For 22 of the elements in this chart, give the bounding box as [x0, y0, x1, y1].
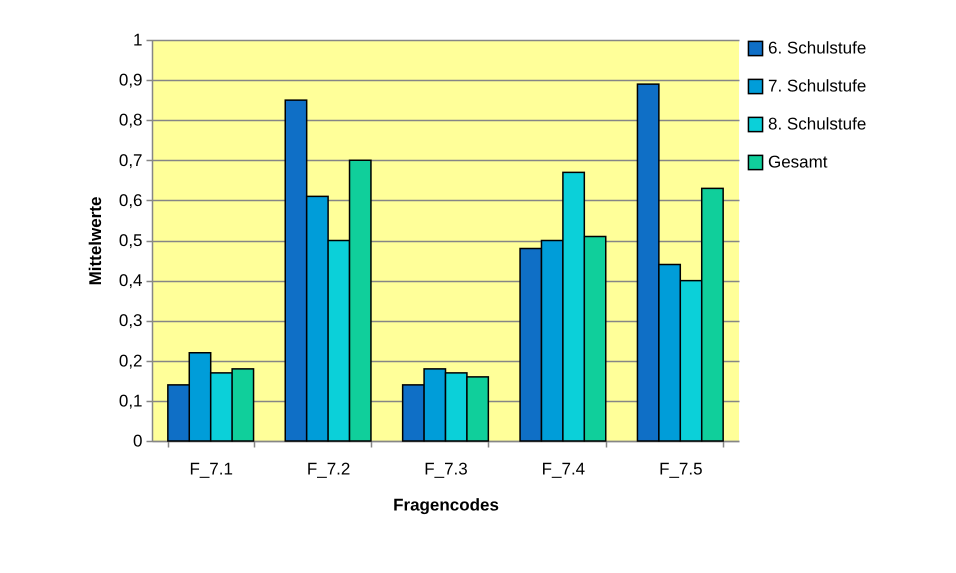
y-tick-label: 0,8 — [118, 110, 142, 130]
y-tick-label: 1 — [133, 30, 142, 50]
y-tick-label: 0,7 — [118, 150, 142, 170]
y-tick-label: 0,3 — [118, 311, 142, 330]
legend-label: 8. Schulstufe — [768, 114, 866, 134]
y-axis-title: Mittelwerte — [86, 196, 105, 286]
x-tick-label: F_7.4 — [542, 460, 586, 478]
x-tick-label: F_7.2 — [306, 460, 350, 478]
x-tick-label: F_7.3 — [424, 460, 468, 478]
x-tick-label: F_7.5 — [659, 460, 703, 478]
y-tick-label: 0,4 — [118, 271, 142, 290]
x-axis-title: Fragencodes — [393, 496, 499, 514]
y-tick-label: 0,1 — [118, 391, 142, 410]
y-tick-label: 0,6 — [118, 190, 142, 210]
x-tick-label: F_7.1 — [189, 460, 233, 478]
y-tick-label: 0,2 — [118, 351, 142, 370]
legend-label: Gesamt — [768, 152, 828, 172]
y-tick-label: 0,5 — [118, 231, 142, 250]
y-tick-label: 0 — [133, 432, 142, 450]
legend-label: 7. Schulstufe — [768, 76, 866, 96]
y-tick-label: 0,9 — [118, 70, 142, 90]
legend-label: 6. Schulstufe — [768, 38, 866, 58]
